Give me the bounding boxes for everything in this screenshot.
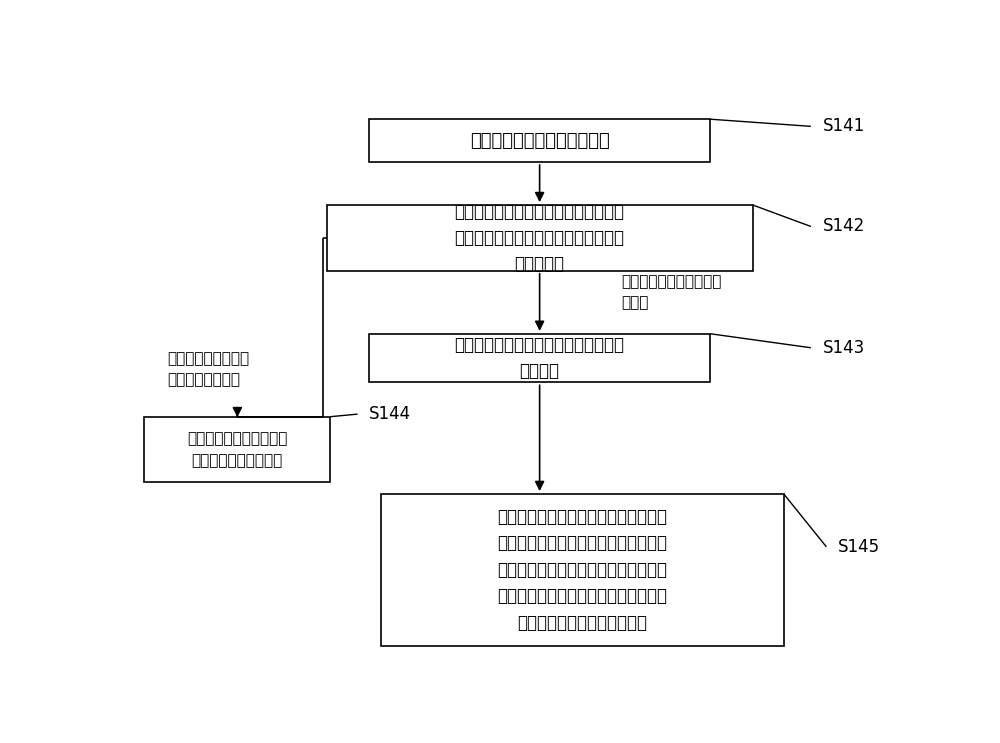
Text: 依次遍历各采样点的二阶导数: 依次遍历各采样点的二阶导数: [470, 132, 610, 149]
FancyBboxPatch shape: [326, 205, 753, 270]
FancyBboxPatch shape: [144, 417, 330, 482]
FancyBboxPatch shape: [369, 119, 710, 162]
Text: S143: S143: [822, 339, 865, 357]
FancyBboxPatch shape: [369, 334, 710, 383]
Text: 遍历统计各低频区中采样点的个数，根
据所述采样点的个数确定各低频区信号
段的长度，若所述低频区信号段的长度
小于第二预设阈值，则将所述低频区中
所有采样点确定为: 遍历统计各低频区中采样点的个数，根 据所述采样点的个数确定各低频区信号 段的长度…: [497, 508, 667, 632]
Text: 将采样点所在的心电信号初步确定为属
于低频区: 将采样点所在的心电信号初步确定为属 于低频区: [455, 336, 625, 380]
Text: 将采样点所在的心电信号
初步确定为属于高频区: 将采样点所在的心电信号 初步确定为属于高频区: [187, 431, 288, 468]
Text: S145: S145: [838, 538, 880, 556]
Text: 所述二阶导数小于第一预
设阈值: 所述二阶导数小于第一预 设阈值: [621, 274, 721, 311]
FancyBboxPatch shape: [381, 494, 784, 646]
Text: S142: S142: [822, 218, 865, 236]
Text: S141: S141: [822, 117, 865, 135]
Text: S144: S144: [369, 405, 411, 423]
Text: 所述二阶导数大于或
等于第一预设阈值: 所述二阶导数大于或 等于第一预设阈值: [168, 351, 250, 388]
Text: 在遍历到每一个采样点的二阶导数时，
判断所述采样点的二阶导数是否小于第
一预设阈值: 在遍历到每一个采样点的二阶导数时， 判断所述采样点的二阶导数是否小于第 一预设阈…: [455, 203, 625, 273]
